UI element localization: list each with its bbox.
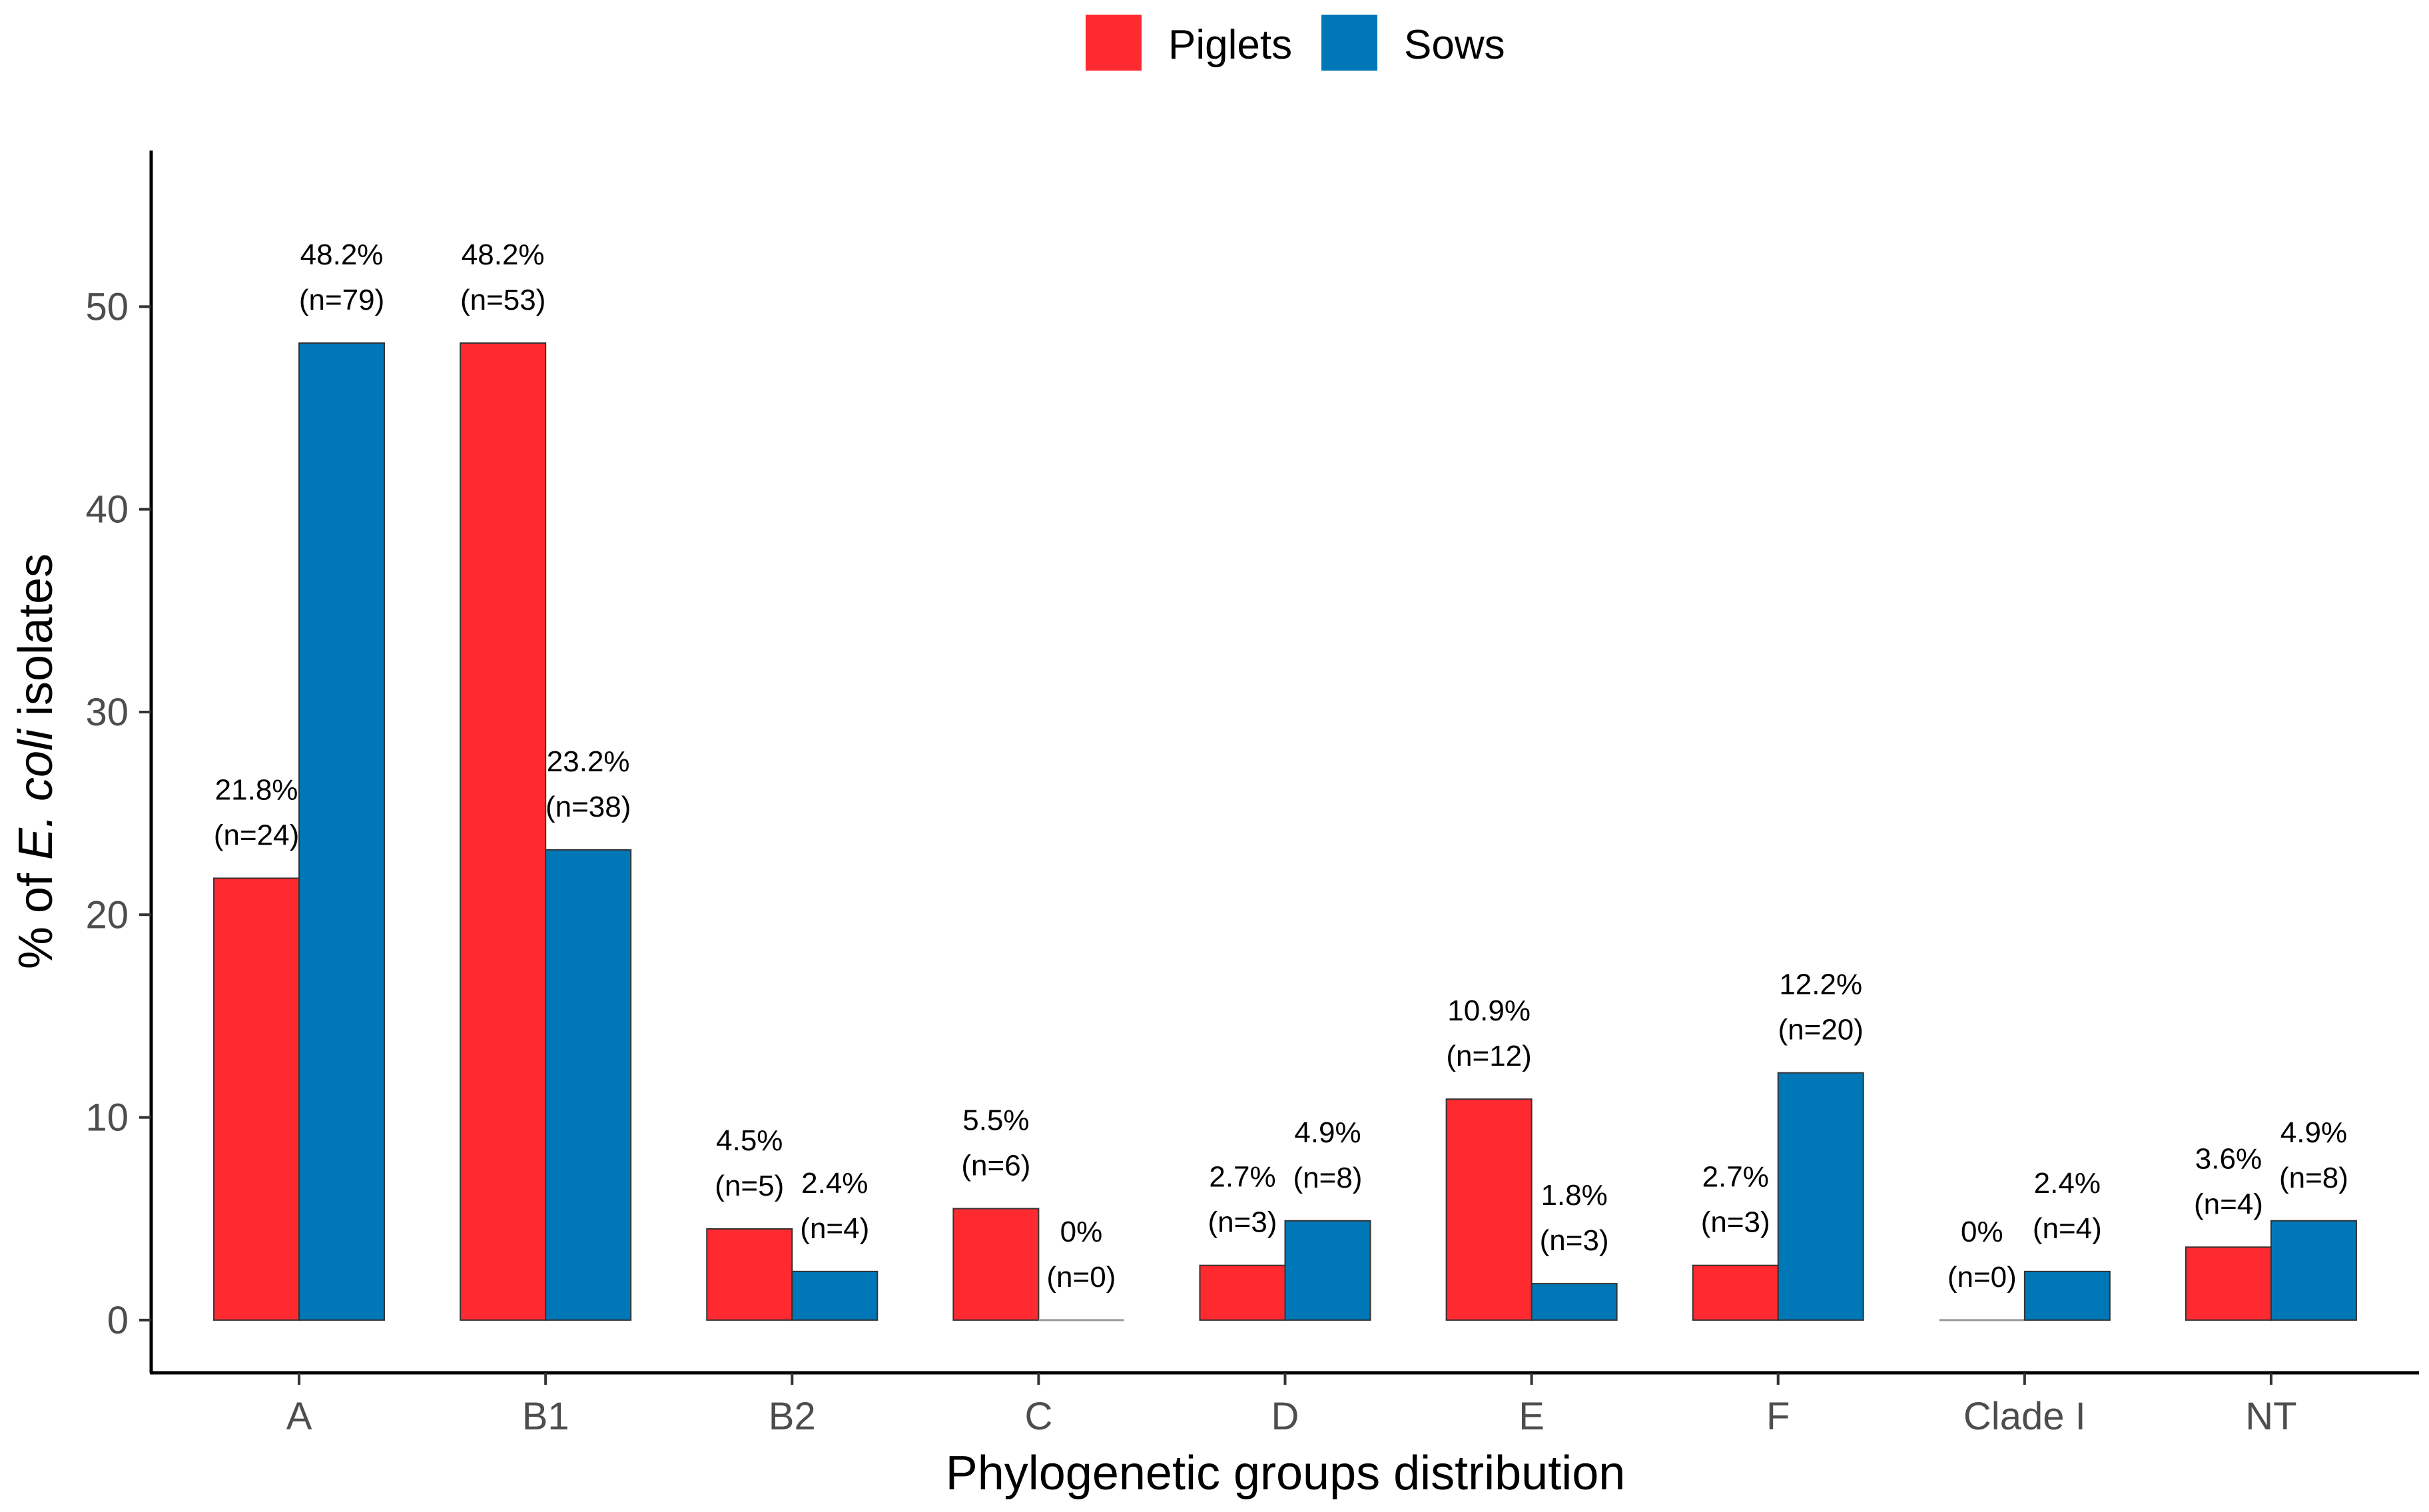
piglets-bar [213,877,300,1321]
y-tick-label: 40 [85,488,129,532]
x-tick-label: B1 [522,1395,569,1438]
data-label-count: (n=12) [1446,1040,1531,1072]
legend-label-piglets: Piglets [1168,22,1292,68]
y-ticks: 0 10 20 30 40 50 [85,285,151,1342]
x-ticks: A B1 B2 C D E F Clade I NT [286,1373,2297,1438]
x-tick-label: E [1519,1395,1545,1438]
data-label-count: (n=79) [299,284,384,316]
x-tick-label: NT [2245,1395,2296,1438]
data-label-percent: 4.9% [1294,1116,1361,1149]
data-label-count: (n=8) [1293,1162,1363,1194]
data-label-percent: 12.2% [1779,968,1862,1001]
sows-bar [791,1270,878,1321]
y-axis-title-prefix: % of [9,860,63,969]
data-label-count: (n=8) [2279,1162,2348,1194]
legend: Piglets Sows [1086,15,1505,71]
y-tick-label: 0 [107,1299,129,1342]
x-tick-label: Clade I [1963,1395,2086,1438]
y-axis-title-species: E. coli [9,728,63,860]
x-tick-label: A [286,1395,312,1438]
data-label-count: (n=53) [460,284,545,316]
sows-bar [1284,1220,1371,1321]
data-label-count: (n=4) [2033,1212,2102,1245]
piglets-bar [1199,1264,1286,1321]
x-tick-label: B2 [769,1395,816,1438]
data-label-count: (n=38) [545,791,631,823]
y-tick-label: 10 [85,1096,129,1140]
data-label-count: (n=4) [800,1212,869,1245]
data-labels: 21.8% (n=24) 48.2% (n=79) 48.2% (n=53) 23.2% (n… [214,238,2348,1294]
data-label-percent: 48.2% [462,238,545,271]
data-label-percent: 0% [1060,1216,1103,1248]
data-label-count: (n=3) [1540,1224,1609,1257]
data-label-percent: 2.7% [1209,1161,1275,1194]
data-label-percent: 4.5% [716,1124,783,1157]
data-label-percent: 2.7% [1702,1161,1769,1194]
data-label-count: (n=3) [1701,1206,1770,1239]
x-axis-title: Phylogenetic groups distribution [946,1447,1626,1500]
data-label-count: (n=5) [715,1170,784,1202]
data-label-count: (n=0) [1046,1261,1116,1294]
data-label-percent: 48.2% [300,238,384,271]
piglets-bar [952,1208,1040,1321]
legend-swatch-sows [1321,15,1377,71]
x-tick-label: D [1271,1395,1299,1438]
data-label-percent: 21.8% [215,773,298,806]
piglets-bar [460,342,547,1321]
piglets-bar [706,1228,793,1321]
sows-bar [545,849,632,1321]
y-tick-label: 20 [85,893,129,937]
data-label-percent: 4.9% [2280,1116,2347,1149]
legend-label-sows: Sows [1404,22,1505,68]
sows-bar [2270,1220,2357,1321]
data-label-percent: 10.9% [1447,994,1531,1027]
data-label-percent: 2.4% [2034,1167,2101,1200]
piglets-bar [1445,1098,1533,1321]
data-label-percent: 0% [1961,1216,2003,1248]
data-label-count: (n=6) [961,1150,1030,1182]
piglets-bar [2185,1246,2272,1321]
data-label-percent: 1.8% [1541,1179,1607,1212]
piglets-bar [1692,1264,1779,1321]
y-tick-label: 50 [85,285,129,328]
data-label-percent: 5.5% [962,1104,1029,1137]
data-label-count: (n=20) [1778,1014,1864,1046]
data-label-count: (n=4) [2194,1188,2263,1220]
y-axis-title-suffix: isolates [9,554,63,729]
y-axis-title: % of E. coli isolates [9,554,63,969]
x-tick-label: C [1024,1395,1052,1438]
legend-swatch-piglets [1086,15,1142,71]
data-label-count: (n=0) [1947,1261,2017,1294]
sows-bar [1777,1072,1864,1321]
x-tick-label: F [1766,1395,1790,1438]
sows-bar [2023,1270,2111,1321]
data-label-percent: 23.2% [547,745,630,778]
sows-bar [298,342,386,1321]
sows-bar [1531,1283,1618,1321]
data-label-count: (n=3) [1208,1206,1277,1239]
data-label-count: (n=24) [214,819,299,851]
y-tick-label: 30 [85,691,129,734]
data-label-percent: 2.4% [801,1167,868,1200]
bars [213,342,2357,1322]
data-label-percent: 3.6% [2195,1142,2262,1175]
